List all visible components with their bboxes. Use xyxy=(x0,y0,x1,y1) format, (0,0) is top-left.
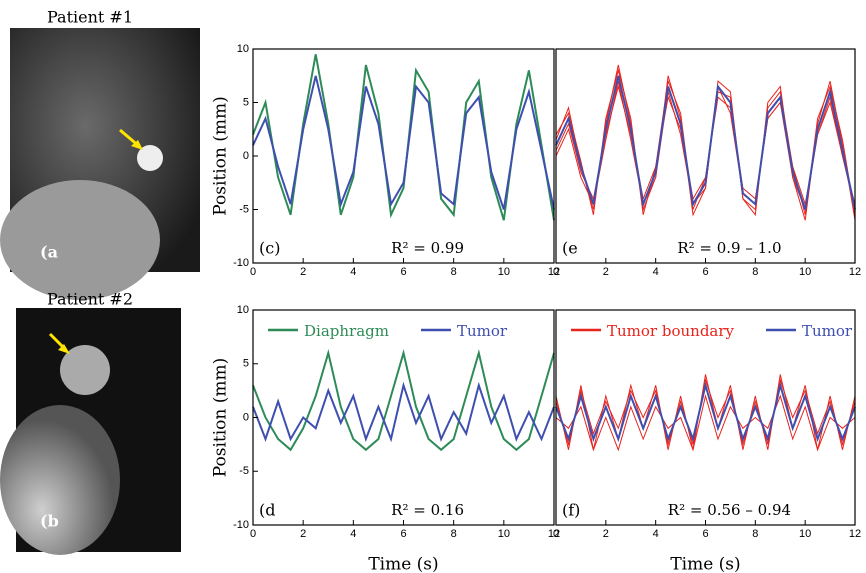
y-tick-label: 5 xyxy=(243,358,249,370)
x-tick-label: 0 xyxy=(250,528,256,540)
x-tick-label: 4 xyxy=(350,528,356,540)
annotation: R² = 0.16 xyxy=(391,501,464,519)
x-tick-label: 10 xyxy=(799,528,811,540)
panel-label: (a xyxy=(40,243,58,262)
y-tick-label: 0 xyxy=(243,150,249,162)
x-tick-label: 6 xyxy=(400,266,406,278)
x-tick-label: 10 xyxy=(498,528,510,540)
x-tick-label: 0 xyxy=(553,266,559,278)
y-axis-label: Position (mm) xyxy=(211,358,231,478)
y-tick-label: 10 xyxy=(237,304,249,316)
annotation: R² = 0.56 – 0.94 xyxy=(668,501,791,519)
y-tick-label: 10 xyxy=(237,43,249,55)
x-tick-label: 0 xyxy=(250,266,256,278)
image-title: Patient #1 xyxy=(47,8,133,27)
panel-label: (d xyxy=(259,501,275,520)
legend-label: Tumor xyxy=(802,322,853,340)
mri-image-b xyxy=(0,308,181,555)
y-tick-label: -5 xyxy=(239,465,249,477)
x-tick-label: 4 xyxy=(350,266,356,278)
panel-label: (c) xyxy=(259,239,280,258)
y-tick-label: -10 xyxy=(233,519,249,531)
y-tick-label: -10 xyxy=(233,257,249,269)
data-line xyxy=(556,76,855,210)
x-tick-label: 12 xyxy=(849,528,861,540)
x-tick-label: 6 xyxy=(702,266,708,278)
mri-image-a xyxy=(0,28,200,300)
x-tick-label: 8 xyxy=(752,266,758,278)
x-tick-label: 8 xyxy=(451,528,457,540)
data-line xyxy=(253,54,554,220)
panel-label: (e xyxy=(562,239,578,258)
data-line xyxy=(556,81,855,209)
y-axis-label: Position (mm) xyxy=(211,96,231,216)
x-tick-label: 6 xyxy=(702,528,708,540)
legend-label: Tumor boundary xyxy=(607,322,735,340)
y-tick-label: 0 xyxy=(243,411,249,423)
data-line xyxy=(556,70,855,214)
x-tick-label: 2 xyxy=(300,528,306,540)
data-line xyxy=(253,385,554,439)
figure: Patient #1 Patient #2 (a (b 0 2 4 6 8 10 12 -10… xyxy=(0,0,866,573)
plot-frame xyxy=(253,310,554,525)
x-tick-label: 0 xyxy=(553,528,559,540)
x-tick-label: 10 xyxy=(498,266,510,278)
x-tick-label: 2 xyxy=(603,266,609,278)
data-line xyxy=(556,396,855,450)
annotation: R² = 0.9 – 1.0 xyxy=(677,239,781,257)
x-tick-label: 6 xyxy=(400,528,406,540)
annotation: R² = 0.99 xyxy=(391,239,464,257)
x-axis-label: Time (s) xyxy=(670,555,740,573)
x-tick-label: 4 xyxy=(653,528,659,540)
panel-label: (b xyxy=(40,512,59,531)
x-tick-label: 10 xyxy=(799,266,811,278)
data-line xyxy=(556,65,855,220)
x-tick-label: 2 xyxy=(300,266,306,278)
panel-label: (f) xyxy=(562,501,580,520)
x-tick-label: 2 xyxy=(603,528,609,540)
image-title: Patient #2 xyxy=(47,290,133,309)
x-tick-label: 12 xyxy=(849,266,861,278)
legend-label: Tumor xyxy=(457,322,508,340)
x-tick-label: 4 xyxy=(653,266,659,278)
x-tick-label: 8 xyxy=(752,528,758,540)
x-axis-label: Time (s) xyxy=(368,555,438,573)
x-tick-label: 8 xyxy=(451,266,457,278)
data-line xyxy=(253,353,554,450)
y-tick-label: -5 xyxy=(239,203,249,215)
legend-label: Diaphragm xyxy=(304,322,389,340)
y-tick-label: 5 xyxy=(243,96,249,108)
